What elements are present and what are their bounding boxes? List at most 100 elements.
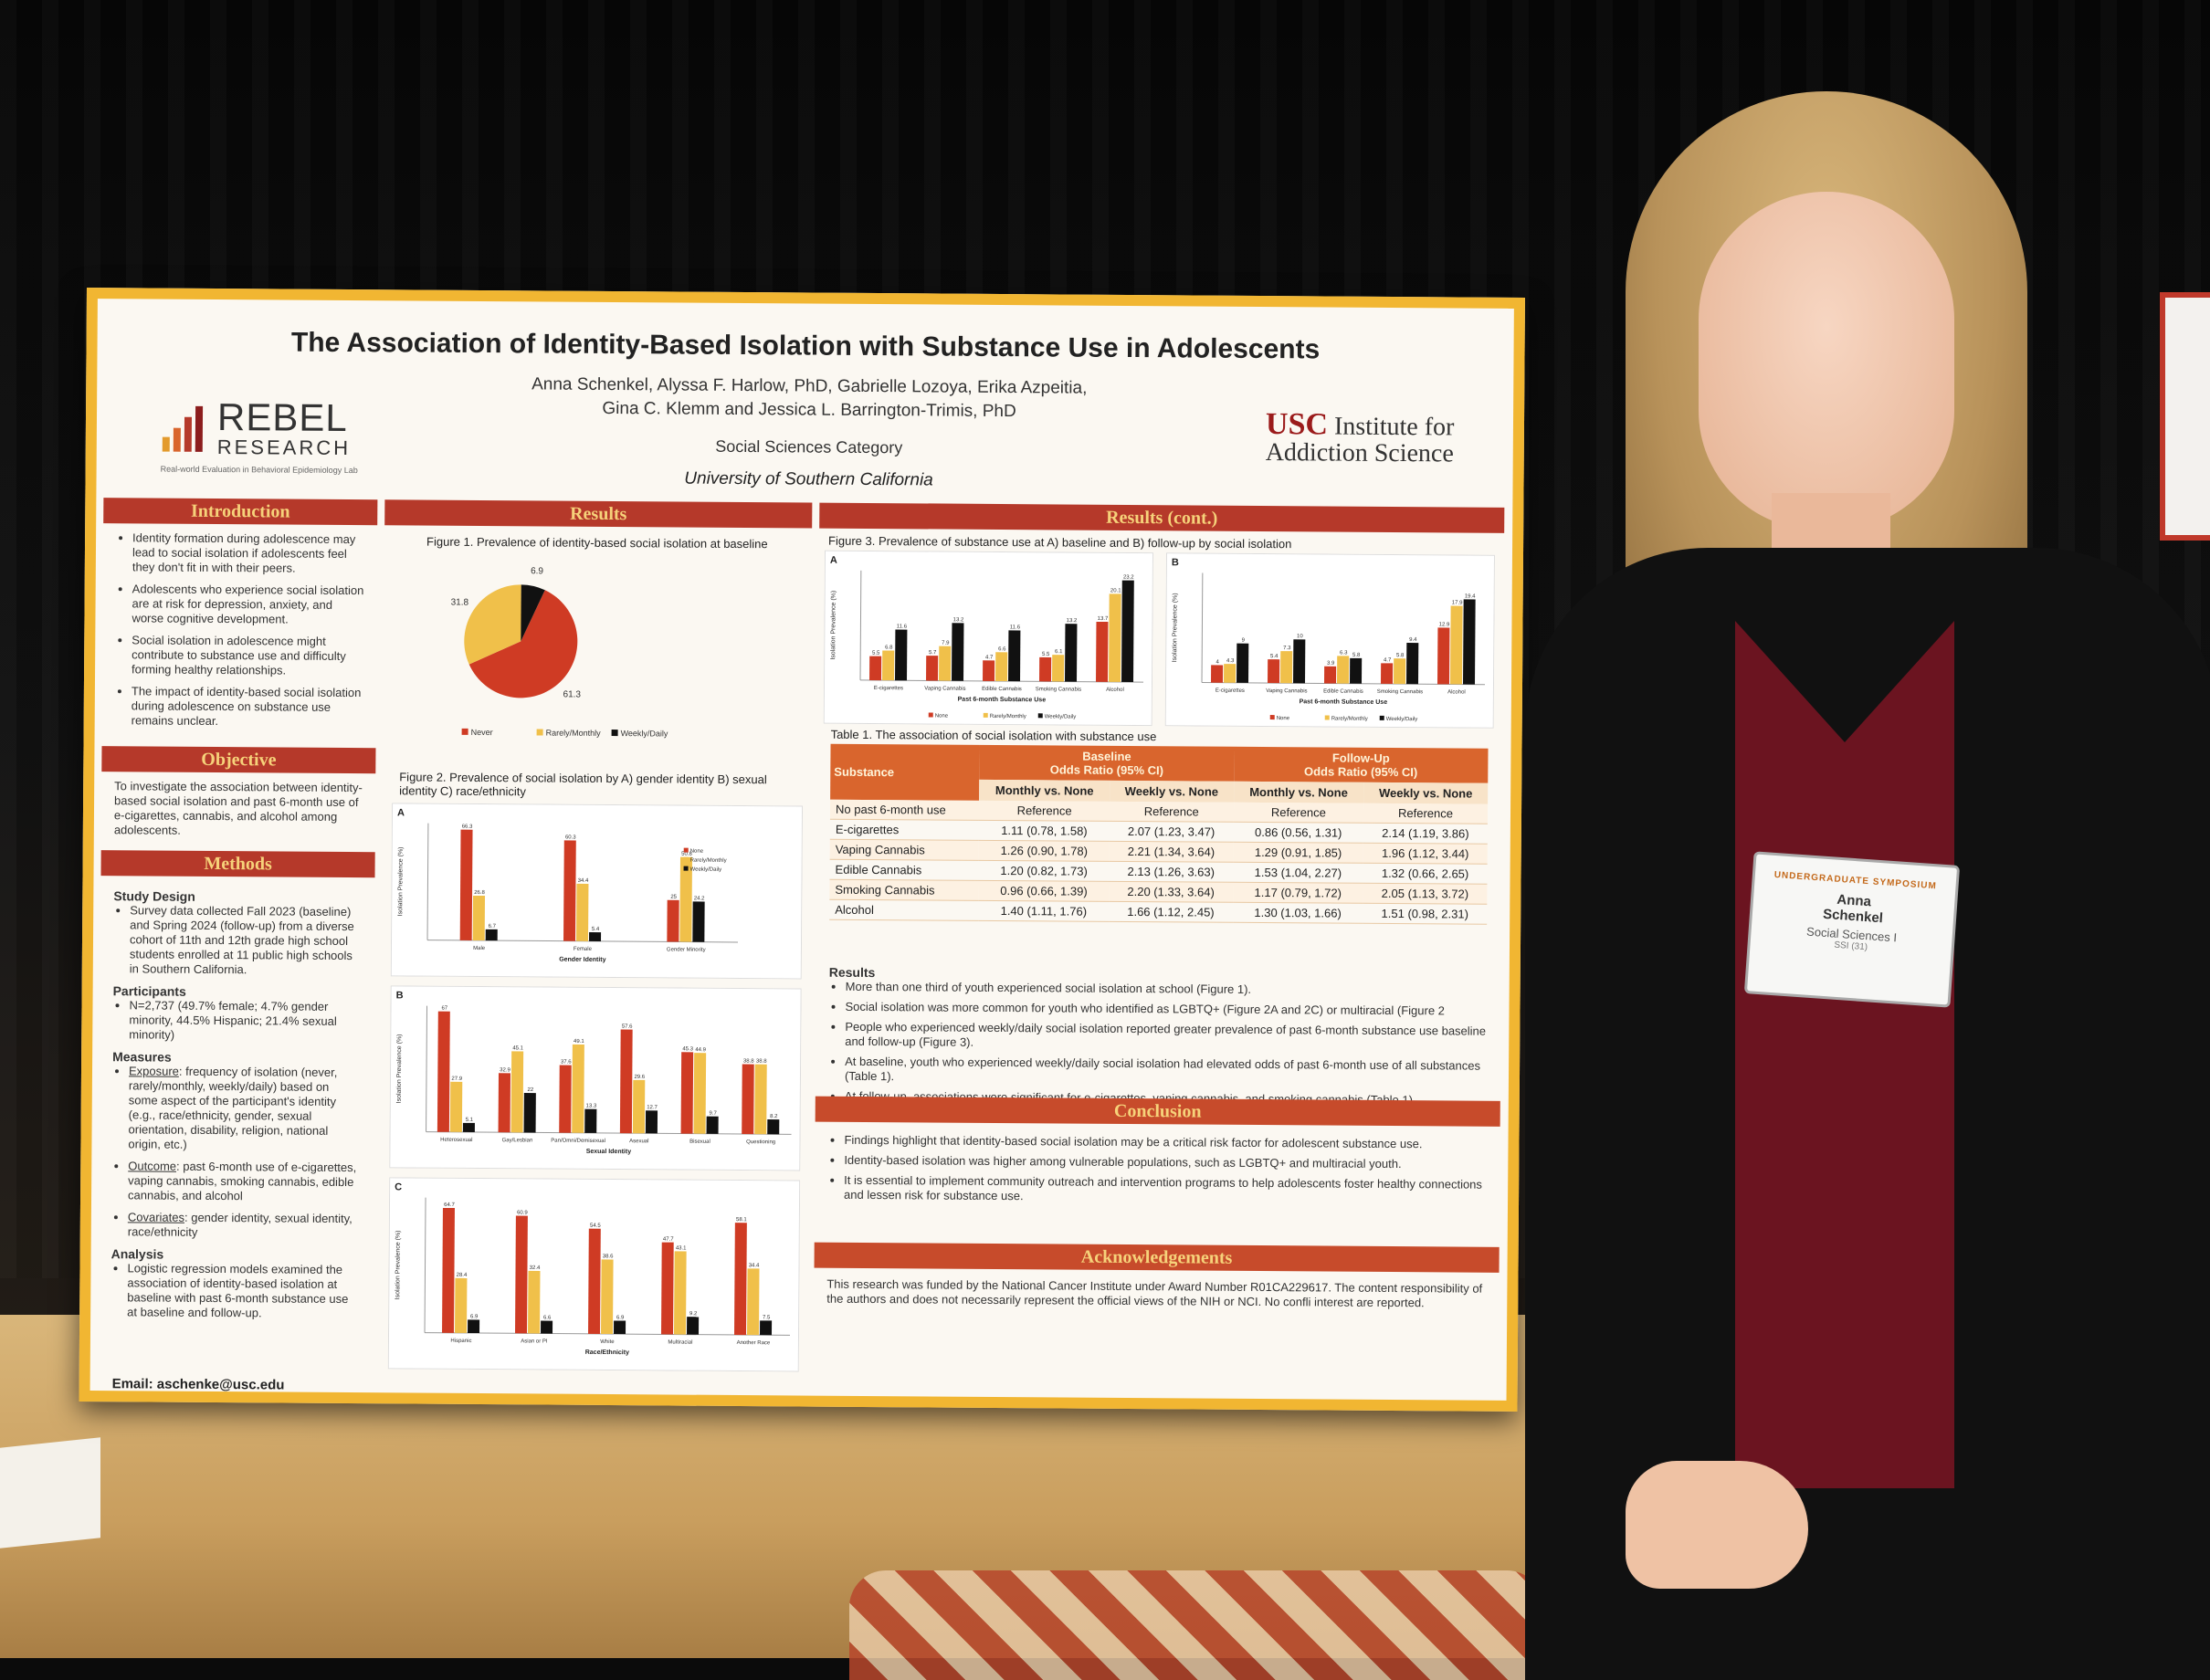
methods-heading: Methods <box>100 850 375 878</box>
col-followup: Follow-Up Odds Ratio (95% CI) <box>1233 746 1489 783</box>
bar-data-label: 11.6 <box>897 625 908 630</box>
subcol-1: Monthly vs. None <box>979 779 1110 802</box>
measures-label: Measures <box>112 1049 172 1065</box>
bar <box>589 931 602 941</box>
bar-data-label: 7.9 <box>942 641 950 646</box>
bar-data-label: 32.4 <box>530 1265 541 1271</box>
name-badge: UNDERGRADUATE SYMPOSIUM Anna Schenkel Soc… <box>1743 851 1961 1008</box>
covariates-item: Covariates: gender identity, sexual iden… <box>128 1210 360 1241</box>
y-axis <box>859 570 862 680</box>
bar <box>614 1320 626 1335</box>
table-cell: Reference <box>1109 801 1234 823</box>
x-tick-label: White <box>600 1339 615 1345</box>
bar-data-label: 4.7 <box>1384 657 1392 663</box>
figure3a-bar-chart: A Isolation Prevalence (%) 5.5 6.8 11.6 E-cig… <box>823 550 1154 727</box>
bar-data-label: 43.1 <box>676 1245 687 1251</box>
bar-data-label: 5.7 <box>929 650 937 656</box>
x-tick-label: Asian or PI <box>521 1339 548 1344</box>
conclusion-heading: Conclusion <box>815 1096 1500 1127</box>
bar-data-label: 23.2 <box>1123 575 1134 581</box>
chart-frame <box>390 803 804 980</box>
conclusion-bullet: Identity-based isolation was higher amon… <box>844 1153 1485 1172</box>
legend-swatch <box>1324 715 1330 720</box>
objective-body: To investigate the association between i… <box>113 779 363 837</box>
bar <box>619 1029 633 1134</box>
bar-data-label: 67 <box>441 1006 447 1012</box>
rebel-logo-name2: RESEARCH <box>216 436 352 460</box>
study-design-label: Study Design <box>113 888 195 904</box>
bar-data-label: 10 <box>1297 634 1303 639</box>
bar-data-label: 19.4 <box>1465 593 1476 599</box>
table-cell: 2.20 (1.33, 3.64) <box>1109 881 1234 903</box>
bar-data-label: 60.9 <box>517 1211 528 1216</box>
poster-content: The Association of Identity-Based Isolat… <box>89 299 1514 1401</box>
bar-data-label: 9 <box>1242 638 1246 644</box>
results-heading: Results <box>384 499 813 529</box>
legend-label: Never <box>471 728 493 737</box>
pie-slice <box>468 590 578 698</box>
legend-swatch <box>611 730 618 737</box>
bar <box>760 1320 773 1336</box>
bar-data-label: 5.4 <box>592 927 600 932</box>
bar-data-label: 57.6 <box>622 1024 633 1030</box>
y-axis <box>424 1197 426 1333</box>
bar-data-label: 58.1 <box>736 1217 747 1223</box>
bar <box>576 883 589 941</box>
table-cell-substance: Vaping Cannabis <box>829 839 980 861</box>
bar <box>485 929 498 941</box>
poster-border: The Association of Identity-Based Isolat… <box>79 288 1525 1412</box>
bar-data-label: 64.7 <box>444 1202 455 1208</box>
conclusion-bullet: Findings highlight that identity-based s… <box>844 1133 1485 1152</box>
x-tick-label: Male <box>473 946 486 951</box>
bar <box>734 1223 747 1336</box>
table-cell: Reference <box>979 800 1110 822</box>
bar <box>706 1116 719 1134</box>
results-summary: Results More than one third of youth exp… <box>828 960 1487 1114</box>
introduction-bullet: The impact of identity-based social isol… <box>132 684 363 730</box>
x-tick-label: Heterosexual <box>440 1138 472 1143</box>
bar-data-label: 24.2 <box>694 896 705 901</box>
table-cell: 1.29 (0.91, 1.85) <box>1233 842 1363 864</box>
introduction-bullet: Adolescents who experience social isolat… <box>132 582 363 627</box>
bar <box>1437 627 1450 685</box>
table-cell: 0.86 (0.56, 1.31) <box>1233 822 1363 844</box>
x-tick-label: Edible Cannabis <box>1323 688 1363 694</box>
results-summary-list: More than one third of youth experienced… <box>828 980 1487 1108</box>
legend-swatch <box>1037 713 1043 719</box>
bar <box>869 656 882 681</box>
bar <box>472 895 486 941</box>
x-axis-label: Race/Ethnicity <box>585 1349 629 1356</box>
bar-data-label: 5.4 <box>1270 654 1279 659</box>
x-tick-label: Gender Minority <box>667 947 706 952</box>
introduction-bullet: Identity formation during adolescence ma… <box>132 530 364 576</box>
bar-data-label: 6.8 <box>885 645 893 650</box>
authors-line-1: Anna Schenkel, Alyssa F. Harlow, PhD, Ga… <box>531 374 1088 398</box>
bar-data-label: 6.9 <box>470 1314 479 1319</box>
bar <box>1211 665 1224 683</box>
results-bullet: At baseline, youth who experienced weekl… <box>845 1055 1486 1088</box>
objective-heading: Objective <box>101 746 376 774</box>
bar <box>572 1044 584 1133</box>
table-cell: Reference <box>1233 802 1364 824</box>
bar <box>459 829 473 940</box>
table-cell: 1.17 (0.79, 1.72) <box>1233 882 1363 904</box>
x-tick-label: Questioning <box>746 1139 775 1145</box>
legend-label: Rarely/Monthly <box>690 858 727 864</box>
table-cell-substance: Edible Cannabis <box>829 859 980 881</box>
legend-swatch <box>928 712 933 718</box>
legend-label: Rarely/Monthly <box>546 729 602 738</box>
badge-last-name: Schenkel <box>1822 906 1884 927</box>
bar <box>679 856 692 942</box>
bar-data-label: 13.7 <box>1098 616 1109 622</box>
table-cell-substance: E-cigarettes <box>829 819 980 841</box>
exposure-label: Exposure <box>128 1064 179 1078</box>
panel-label: C <box>395 1181 402 1192</box>
bar-data-label: 13.2 <box>1067 618 1078 624</box>
figure1-pie-chart: 61.3 31.8 6.9 Never Rarely/Monthly Weekly/Dai… <box>451 566 668 738</box>
bar-data-label: 6.9 <box>616 1315 625 1320</box>
rebel-logo-name: REBEL <box>216 395 348 439</box>
bar <box>754 1064 767 1135</box>
table-cell: 1.20 (0.82, 1.73) <box>978 860 1110 882</box>
bar <box>742 1064 754 1135</box>
presenter-shirt <box>1735 621 1954 1488</box>
